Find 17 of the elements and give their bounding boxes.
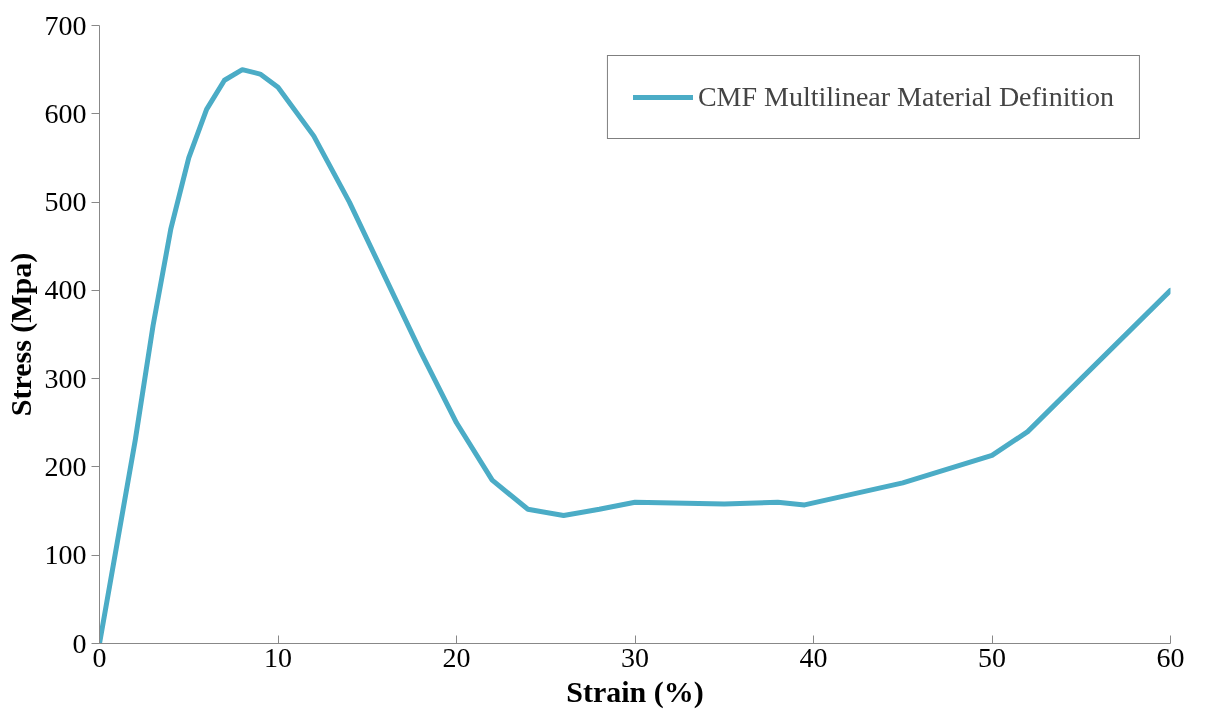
y-tick-label: 700 (44, 9, 87, 41)
x-tick-label: 50 (978, 641, 1006, 673)
y-tick-label: 200 (44, 450, 87, 482)
x-tick-label: 60 (1156, 641, 1185, 673)
y-tick-label: 100 (44, 539, 87, 571)
x-tick-label: 0 (92, 641, 107, 673)
y-axis-title: Stress (Mpa) (3, 252, 38, 417)
x-tick-label: 20 (442, 641, 471, 673)
y-tick-label: 500 (44, 186, 87, 218)
x-tick-label: 40 (799, 641, 828, 673)
y-tick-label: 400 (44, 274, 87, 306)
x-tick-label: 10 (264, 641, 292, 673)
y-tick-label: 300 (44, 362, 87, 394)
legend-label: CMF Multilinear Material Definition (697, 81, 1114, 113)
y-tick-label: 600 (44, 97, 87, 129)
x-axis-title: Strain (%) (566, 674, 704, 709)
x-tick-label: 30 (621, 641, 649, 673)
